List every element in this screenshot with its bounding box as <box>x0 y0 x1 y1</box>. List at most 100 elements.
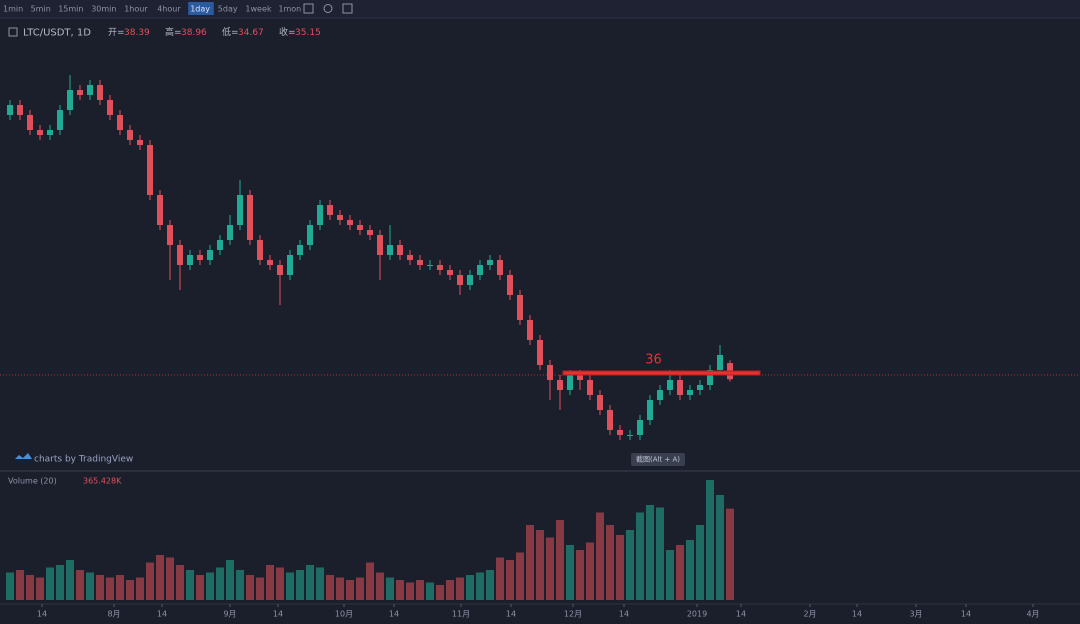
candle-body <box>597 395 603 410</box>
candle-body <box>537 340 543 365</box>
candle-body <box>607 410 613 430</box>
candle-body <box>377 235 383 255</box>
candle-body <box>107 100 113 115</box>
x-tick-label: 10月 <box>335 610 353 619</box>
volume-bar <box>186 570 194 600</box>
x-tick-label: 14 <box>157 610 167 619</box>
candle-body <box>367 230 373 235</box>
interval-button[interactable]: 15min <box>58 5 83 14</box>
annotation-line[interactable] <box>562 370 761 376</box>
x-tick-label: 11月 <box>452 610 470 619</box>
candle-body <box>497 260 503 275</box>
x-tick-label: 2月 <box>803 610 816 619</box>
candle-body <box>337 215 343 220</box>
tooltip: 截图(Alt + A) <box>636 455 680 464</box>
candle-body <box>327 205 333 215</box>
icon-indicator[interactable] <box>303 3 314 14</box>
volume-bar <box>86 572 94 600</box>
candle-body <box>197 255 203 260</box>
legend-value: 38.96 <box>181 28 207 38</box>
volume-bar <box>206 572 214 600</box>
candle-body <box>307 225 313 245</box>
toolbar-icons[interactable] <box>303 3 353 14</box>
volume-bar <box>536 530 544 600</box>
volume-bar <box>456 577 464 600</box>
x-tick-label: 14 <box>852 610 862 619</box>
x-tick-label: 14 <box>506 610 516 619</box>
candle-body <box>437 265 443 270</box>
icon-snapshot[interactable] <box>342 3 353 14</box>
candle-body <box>507 275 513 295</box>
legend-label: 高= <box>165 26 182 38</box>
candle-body <box>117 115 123 130</box>
interval-button[interactable]: 1mon <box>278 5 301 14</box>
candle-body <box>697 385 703 390</box>
volume-bar <box>346 580 354 600</box>
volume-bar <box>56 565 64 600</box>
interval-button[interactable]: 30min <box>91 5 116 14</box>
candle-body <box>477 265 483 275</box>
volume-bar <box>296 570 304 600</box>
collapse-icon[interactable] <box>8 27 18 37</box>
candle-body <box>457 275 463 285</box>
volume-bar <box>226 560 234 600</box>
x-tick-label: 9月 <box>223 610 236 619</box>
interval-button[interactable]: 1min <box>3 5 23 14</box>
volume-bar <box>576 550 584 600</box>
candle-body <box>417 260 423 265</box>
interval-button[interactable]: 4hour <box>157 5 181 14</box>
volume-bar <box>176 565 184 600</box>
volume-bar <box>366 562 374 600</box>
interval-button[interactable]: 1day <box>190 5 210 14</box>
active-interval-bg <box>188 2 214 15</box>
toolbar <box>0 0 1080 18</box>
x-tick-label: 2019 <box>687 610 707 619</box>
candle-body <box>557 380 563 390</box>
candle-body <box>47 130 53 135</box>
annotation-label: 36 <box>645 353 662 368</box>
candle-body <box>17 105 23 115</box>
volume-bar <box>316 567 324 600</box>
x-tick-label: 14 <box>619 610 629 619</box>
x-tick-label: 3月 <box>909 610 922 619</box>
icon-settings[interactable] <box>323 4 333 13</box>
interval-button[interactable]: 5min <box>31 5 51 14</box>
x-tick-label: 14 <box>37 610 47 619</box>
candle-body <box>447 270 453 275</box>
volume-bar <box>666 550 674 600</box>
interval-button[interactable]: 1week <box>245 5 271 14</box>
candle-body <box>177 245 183 265</box>
candle-body <box>387 245 393 255</box>
candle-body <box>97 85 103 100</box>
candle-body <box>397 245 403 255</box>
candle-body <box>147 145 153 195</box>
candle-body <box>7 105 13 115</box>
volume-bar <box>66 560 74 600</box>
candle-body <box>277 265 283 275</box>
tooltip-box <box>631 453 685 466</box>
volume-title: Volume (20) <box>8 477 57 486</box>
legend-label: 低= <box>222 26 239 38</box>
x-tick-label: 14 <box>273 610 283 619</box>
volume-bar <box>216 567 224 600</box>
legend-value: 35.15 <box>295 28 321 38</box>
volume-bar <box>26 575 34 600</box>
candle-body <box>167 225 173 245</box>
volume-bar <box>276 567 284 600</box>
volume-bar <box>396 580 404 600</box>
candle-body <box>617 430 623 435</box>
volume-bar <box>156 555 164 600</box>
candle-body <box>27 115 33 130</box>
interval-button[interactable]: 1hour <box>124 5 148 14</box>
candle-body <box>57 110 63 130</box>
candle-body <box>347 220 353 225</box>
volume-bar <box>596 512 604 600</box>
candle-body <box>77 90 83 95</box>
candle-body <box>37 130 43 135</box>
candle-body <box>667 380 673 390</box>
volume-bar <box>686 540 694 600</box>
volume-bar <box>476 572 484 600</box>
interval-button[interactable]: 5day <box>218 5 238 14</box>
x-tick-label: 4月 <box>1026 610 1039 619</box>
volume-bar <box>586 542 594 600</box>
